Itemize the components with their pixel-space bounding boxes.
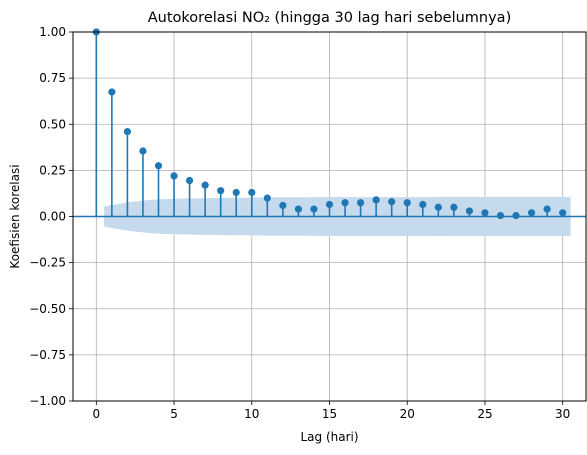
- stem-marker: [310, 205, 318, 213]
- stem-marker: [294, 205, 303, 213]
- stem-marker: [123, 128, 132, 136]
- stem-marker: [559, 209, 567, 217]
- x-axis-ticks: 0 5 10 15 20 25 30: [92, 401, 570, 421]
- stem-marker: [465, 207, 474, 215]
- stem-marker: [154, 162, 163, 170]
- stem-marker: [217, 187, 225, 195]
- y-tick-label: −0.50: [29, 302, 66, 316]
- y-tick-label: 0.75: [39, 71, 66, 85]
- y-tick-label: −0.25: [29, 256, 66, 270]
- x-tick-label: 25: [477, 407, 492, 421]
- stem-marker: [185, 176, 194, 185]
- stem-marker: [356, 199, 365, 207]
- stem-marker: [108, 88, 116, 96]
- stem-marker: [434, 203, 442, 211]
- x-tick-label: 5: [170, 407, 178, 421]
- stem-marker: [201, 181, 209, 189]
- stem-marker: [496, 211, 505, 220]
- stem-marker: [248, 188, 256, 197]
- y-axis-label: Koefisien korelasi: [8, 164, 22, 268]
- stem-marker: [263, 194, 271, 202]
- x-tick-label: 30: [555, 407, 570, 421]
- y-tick-label: −1.00: [29, 394, 66, 408]
- stem-marker: [279, 201, 287, 210]
- y-tick-label: 0.00: [39, 210, 66, 224]
- x-axis-label: Lag (hari): [300, 430, 358, 444]
- y-tick-label: 0.25: [39, 163, 66, 177]
- y-tick-label: −0.75: [29, 348, 66, 362]
- stem-marker: [527, 209, 536, 217]
- chart-title: Autokorelasi NO₂ (hingga 30 lag hari seb…: [148, 10, 511, 26]
- stem-marker: [388, 198, 396, 206]
- x-tick-label: 10: [244, 407, 259, 421]
- stem-marker: [170, 172, 178, 180]
- stem-marker: [232, 188, 240, 197]
- y-tick-label: 0.50: [39, 117, 66, 131]
- stem-marker: [512, 211, 520, 220]
- stem-marker: [481, 209, 489, 217]
- stem-marker: [403, 199, 411, 207]
- stem-marker: [543, 205, 551, 213]
- stem-marker: [450, 203, 458, 211]
- x-tick-label: 0: [92, 407, 100, 421]
- stem-marker: [325, 200, 334, 209]
- y-axis-ticks: −1.00 −0.75 −0.50 −0.25 0.00 0.25 0.50 0.75 1.00: [29, 25, 73, 408]
- stem-marker: [372, 196, 380, 204]
- stem-marker: [419, 200, 427, 209]
- stem-marker: [341, 199, 349, 207]
- x-tick-label: 20: [400, 407, 415, 421]
- stem-marker: [139, 147, 147, 155]
- y-tick-label: 1.00: [39, 25, 66, 39]
- x-tick-label: 15: [322, 407, 337, 421]
